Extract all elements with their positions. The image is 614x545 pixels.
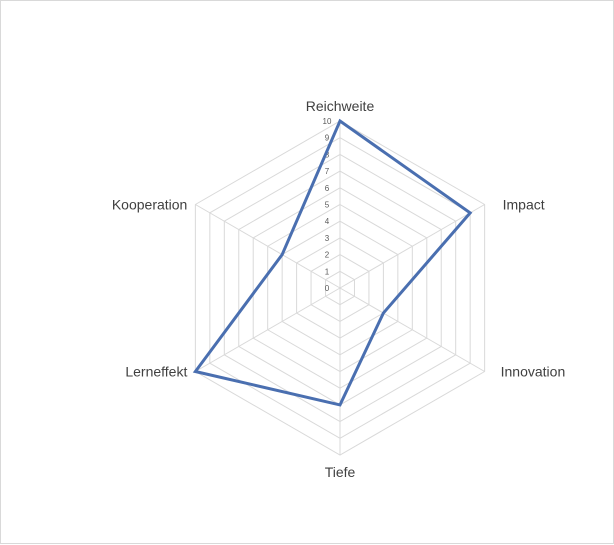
category-label: Impact [503,197,545,213]
tick-label: 8 [325,150,330,159]
tick-label: 0 [325,284,330,293]
category-labels: Reichweite Impact Innovation Tiefe Lerneffek… [112,98,565,480]
tick-label: 1 [325,267,330,276]
tick-label: 4 [325,217,330,226]
tick-label: 6 [325,184,330,193]
category-label: Kooperation [112,197,188,213]
grid-spoke [339,287,485,372]
grid-spoke [339,204,485,289]
grid [194,120,486,456]
tick-label: 2 [325,251,330,260]
grid-spoke [195,204,341,289]
category-label: Lerneffekt [125,364,187,380]
category-label: Tiefe [325,464,356,480]
grid-spoke [195,287,341,372]
tick-label: 10 [323,117,332,126]
tick-label: 3 [325,234,330,243]
series-line [192,118,473,407]
category-label: Reichweite [306,98,375,114]
category-label: Innovation [501,364,566,380]
tick-label: 5 [325,201,330,210]
series [192,118,473,407]
tick-labels: 0 1 2 3 4 5 6 7 8 9 10 [323,117,332,293]
tick-label: 7 [325,167,330,176]
tick-label: 9 [325,134,330,143]
